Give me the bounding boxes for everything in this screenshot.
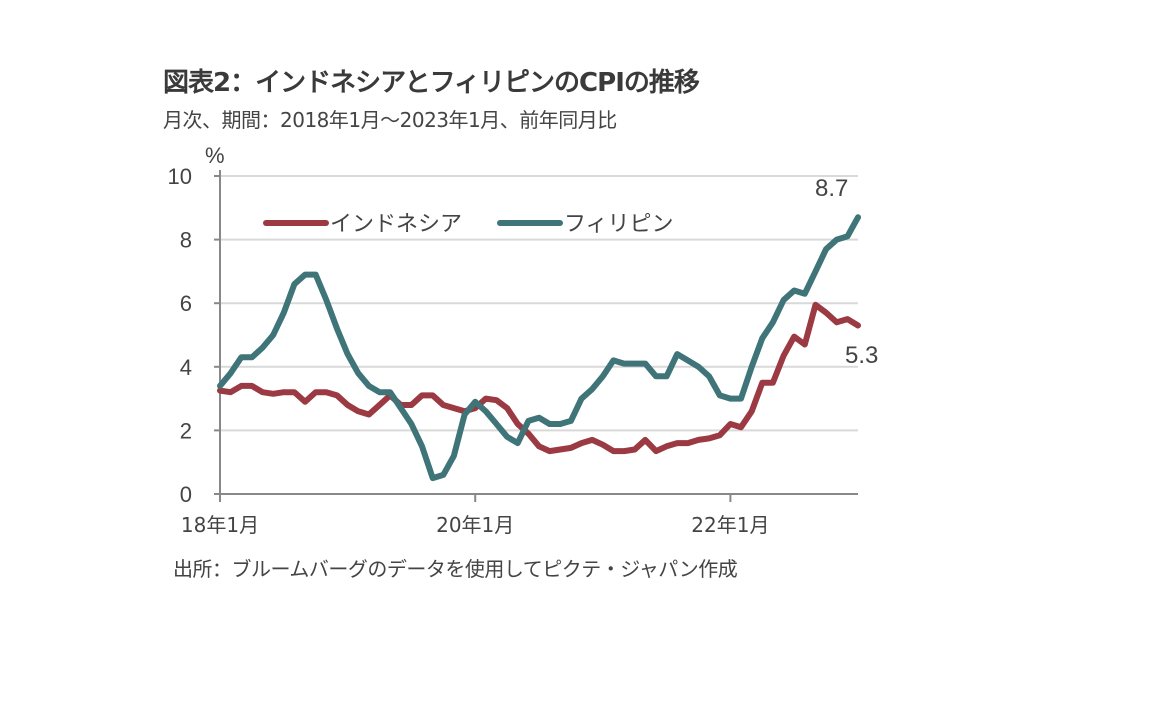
- y-tick-label: 10: [168, 164, 192, 189]
- legend-label: フィリピン: [564, 212, 674, 237]
- series-line-indonesia: [217, 301, 861, 455]
- end-value-label-indonesia: 5.3: [845, 342, 878, 369]
- y-tick-label: 8: [180, 228, 192, 253]
- y-tick-label: 0: [180, 482, 192, 507]
- y-tick-label: 6: [180, 291, 192, 316]
- y-axis-unit: %: [205, 143, 225, 168]
- source-note: 出所：ブルームバーグのデータを使用してピクテ・ジャパン作成: [173, 557, 738, 581]
- y-tick-label: 4: [180, 355, 192, 380]
- end-value-label-philippines: 8.7: [815, 175, 848, 202]
- chart-subtitle: 月次、期間：2018年1月～2023年1月、前年同月比: [163, 108, 617, 132]
- y-tick-label: 2: [180, 418, 192, 443]
- x-tick-label: 22年1月: [691, 513, 769, 537]
- x-tick-label: 18年1月: [181, 513, 259, 537]
- x-tick-label: 20年1月: [436, 513, 514, 537]
- chart-title: 図表2：インドネシアとフィリピンのCPIの推移: [163, 68, 700, 98]
- series-line-philippines: [217, 214, 861, 482]
- legend-label: インドネシア: [330, 212, 462, 237]
